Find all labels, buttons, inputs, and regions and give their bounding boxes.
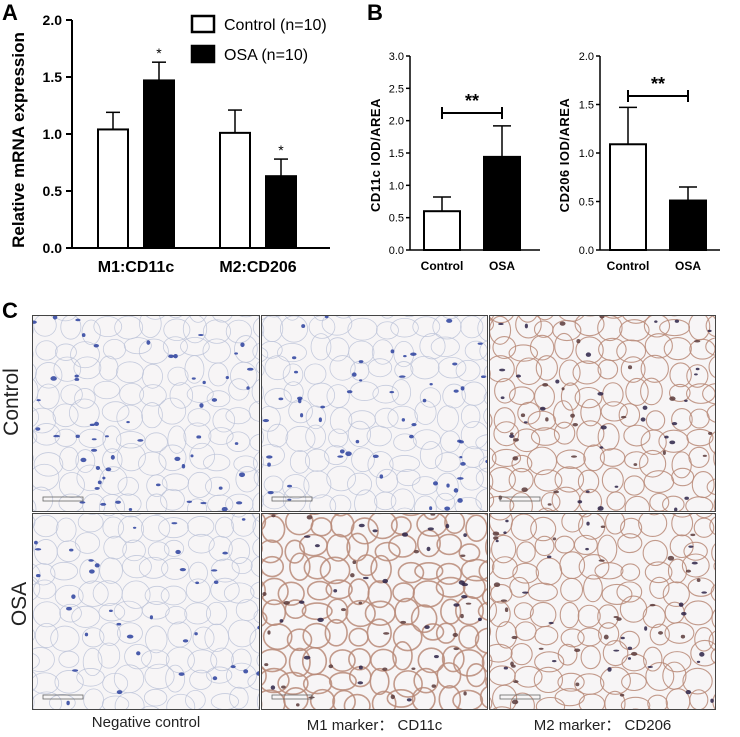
- x-tick-label: OSA: [489, 259, 515, 273]
- panel-label-a: A: [2, 0, 18, 25]
- y-tick-label: 2.0: [389, 116, 404, 128]
- y-tick-label: 1.0: [43, 126, 63, 142]
- panel-label-c: C: [2, 298, 18, 323]
- y-axis-label: Relative mRNA expression: [9, 32, 28, 248]
- significance-marker: **: [651, 74, 665, 94]
- micrograph-osa-negative: [32, 513, 260, 710]
- y-tick-label: 1.5: [579, 100, 594, 112]
- x-tick-label: Control: [607, 259, 650, 273]
- y-tick-label: 0.5: [579, 197, 594, 209]
- row-label-osa: OSA: [8, 581, 32, 627]
- bar-osa: [143, 79, 175, 249]
- bar-control: [609, 143, 647, 252]
- x-tick-label: Control: [421, 259, 464, 273]
- chart-b-cd206-iod: 0.0 0.5 1.0 1.5 2.0 CD206 IOD/AREA Control OSA *…: [557, 51, 720, 273]
- bar-osa: [483, 155, 521, 252]
- y-tick-label: 0.0: [579, 245, 594, 257]
- chart-a-mrna-expression: 0.0 0.5 1.0 1.5 2.0 Relative mRNA expression *…: [9, 12, 330, 276]
- y-tick-label: 0.5: [43, 183, 63, 199]
- y-tick-label: 2.5: [389, 83, 404, 95]
- micrograph-control-cd206: [489, 315, 716, 512]
- column-label-negative-control: Negative control: [91, 714, 201, 731]
- y-tick-label: 2.0: [43, 12, 63, 28]
- legend-swatch: [190, 44, 216, 64]
- legend-swatch: [190, 14, 216, 34]
- column-label-m1-cd11c: M1 marker： CD11c: [306, 717, 443, 734]
- y-axis-label: CD206 IOD/AREA: [557, 98, 572, 213]
- row-label-control: Control: [0, 368, 23, 436]
- bar-control: [423, 210, 461, 251]
- micrograph-osa-cd11c: [261, 513, 488, 710]
- column-label-m2-cd206: M2 marker： CD206: [533, 717, 672, 734]
- x-tick-label: OSA: [675, 259, 701, 273]
- x-tick-label: M2:CD206: [219, 259, 296, 276]
- micrograph-control-cd11c: [261, 315, 488, 512]
- micrograph-control-negative: [32, 315, 260, 512]
- legend-label: OSA (n=10): [224, 47, 308, 64]
- bar-control: [219, 131, 251, 249]
- significance-marker: *: [278, 142, 284, 158]
- y-tick-label: 0.5: [389, 213, 404, 225]
- micrograph-osa-cd206: [489, 513, 716, 710]
- y-tick-label: 3.0: [389, 51, 404, 63]
- y-tick-label: 1.5: [389, 148, 404, 160]
- bar-osa: [265, 175, 297, 249]
- y-tick-label: 1.0: [389, 180, 404, 192]
- y-tick-label: 2.0: [579, 51, 594, 63]
- significance-marker: **: [465, 91, 479, 111]
- legend-label: Control (n=10): [224, 17, 327, 34]
- chart-b-cd11c-iod: 0.0 0.5 1.0 1.5 2.0 2.5 3.0 CD11c IOD/AREA Contr…: [368, 51, 540, 273]
- x-tick-label: M1:CD11c: [98, 259, 175, 276]
- y-tick-label: 0.0: [389, 245, 404, 257]
- y-axis-label: CD11c IOD/AREA: [368, 98, 383, 212]
- significance-marker: *: [156, 45, 162, 61]
- y-tick-label: 0.0: [43, 240, 63, 256]
- y-tick-label: 1.0: [579, 148, 594, 160]
- panel-label-b: B: [367, 0, 383, 25]
- bar-control: [97, 128, 129, 249]
- y-tick-label: 1.5: [43, 69, 63, 85]
- bar-osa: [669, 199, 707, 251]
